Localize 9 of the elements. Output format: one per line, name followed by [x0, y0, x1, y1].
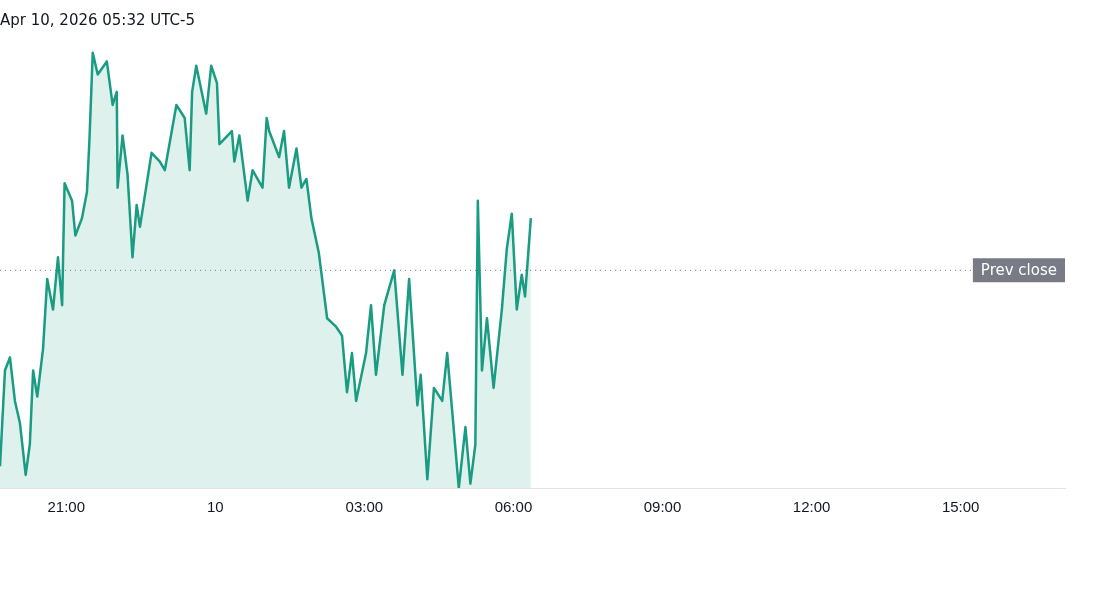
- x-tick-label: 21:00: [47, 498, 86, 516]
- x-tick-label: 15:00: [941, 498, 980, 516]
- x-tick-label: 10: [206, 498, 224, 516]
- x-tick-label: 12:00: [792, 498, 831, 516]
- x-tick-label: 06:00: [494, 498, 533, 516]
- x-tick-label: 09:00: [643, 498, 682, 516]
- x-tick-label: 03:00: [345, 498, 384, 516]
- ref-line-label: Prev close: [980, 261, 1058, 280]
- chart-title: Apr 10, 2026 05:32 UTC-5: [0, 10, 195, 29]
